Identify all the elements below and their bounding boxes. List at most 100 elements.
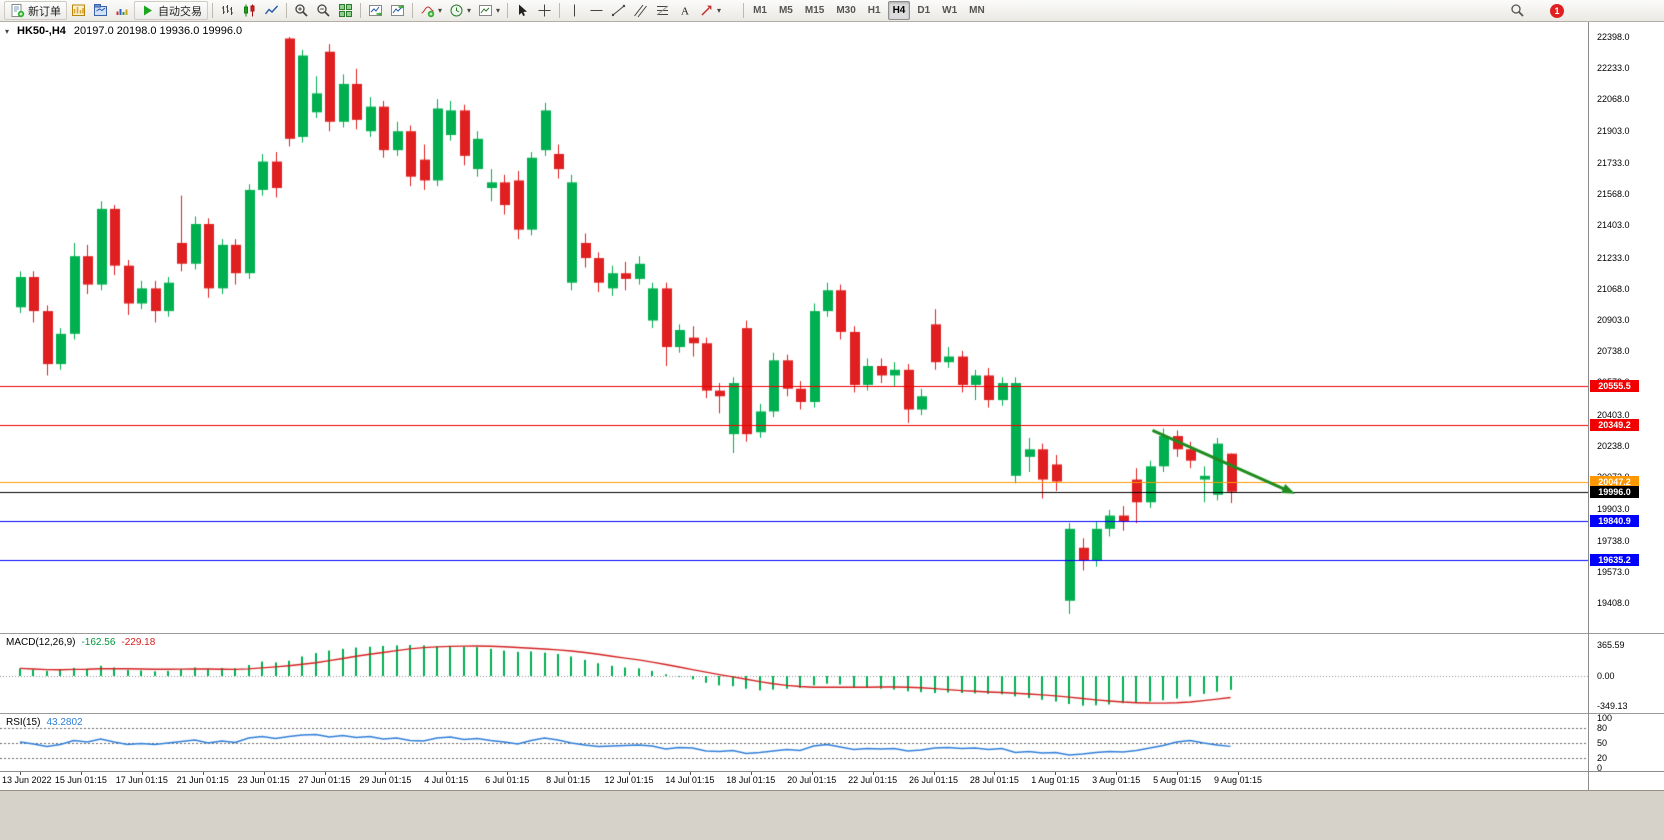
chart-title: ▾ HK50-,H4 20197.0 20198.0 19936.0 19996… [5,25,242,37]
horizontal-line-button[interactable] [586,1,607,20]
new-order-label: 新订单 [28,5,61,18]
macd-value: -162.56 [81,637,116,648]
crosshair-icon [538,4,551,17]
new-chart-button[interactable] [68,1,89,20]
auto-scroll-button[interactable] [365,1,386,20]
periods-button[interactable]: ▾ [446,1,474,20]
vertical-line-icon [574,4,576,17]
chevron-down-icon: ▾ [496,5,501,15]
zoom-in-button[interactable] [291,1,312,20]
profiles-button[interactable] [90,1,111,20]
toolbar-separator [507,3,509,18]
chart-symbol-period: HK50-,H4 [17,25,66,37]
macd-panel-canvas[interactable] [0,635,1588,712]
toolbar-separator [743,3,745,18]
channel-button[interactable] [630,1,651,20]
chart-shift-icon [391,5,404,16]
new-order-button[interactable]: 新订单 [4,1,67,20]
search-icon [1511,4,1524,17]
chart-shift-button[interactable] [387,1,408,20]
templates-button[interactable]: ▾ [475,1,503,20]
time-axis[interactable] [0,771,1664,790]
price-axis-label: 20238.0 [1597,441,1630,451]
tf-button-H4[interactable]: H4 [887,1,911,20]
arrow-tool-icon [701,5,712,16]
price-axis-label: 20738.0 [1597,346,1630,356]
svg-text:A: A [681,6,689,18]
cursor-icon [519,4,528,16]
tf-button-M5[interactable]: M5 [778,5,793,16]
rsi-scale-label: 50 [1597,738,1608,748]
price-axis-label: 22233.0 [1597,63,1630,73]
main-chart-canvas[interactable] [0,22,1588,632]
macd-name: MACD(12,26,9) [6,637,76,648]
ohlc-bars-icon [222,5,233,15]
toolbar-separator [286,3,287,18]
panel-separator[interactable] [0,713,1664,715]
chart-candles-button[interactable] [239,1,260,20]
horizontal-line-icon [590,10,603,11]
toolbar-right-group: 1 [1507,1,1564,20]
zoom-out-button[interactable] [313,1,334,20]
bottom-strip [0,790,1664,840]
crosshair-button[interactable] [534,1,555,20]
chart-bars-button[interactable] [217,1,238,20]
tf-button-M1[interactable]: M1 [753,5,767,16]
price-axis-label: 20403.0 [1597,410,1630,420]
price-level-badge: 19635.2 [1590,554,1639,566]
tf-button-W1[interactable]: W1 [942,5,958,16]
cursor-button[interactable] [512,1,533,20]
notification-badge[interactable]: 1 [1550,3,1564,18]
price-level-badge: 20349.2 [1590,419,1639,431]
arrows-tool-button[interactable]: ▾ [696,1,724,20]
search-button[interactable] [1507,1,1528,20]
text-tool-button[interactable]: A [674,1,695,20]
tile-windows-button[interactable] [335,1,356,20]
price-level-badge: 19996.0 [1590,486,1639,498]
zoom-out-icon [317,4,330,17]
trendline-icon [611,4,626,17]
tf-button-M15[interactable]: M15 [804,5,825,16]
price-axis-label: 22398.0 [1597,32,1630,42]
tf-button-MN[interactable]: MN [969,5,985,16]
price-axis-label: 19738.0 [1597,536,1630,546]
vertical-line-button[interactable] [564,1,585,20]
toolbar: 新订单 自动交易 [0,0,1664,22]
fibonacci-button[interactable] [652,1,673,20]
rsi-value: 43.2802 [46,717,83,728]
price-axis-label: 20903.0 [1597,315,1630,325]
template-icon [479,5,493,16]
market-watch-icon [116,9,128,15]
new-order-icon [11,4,25,18]
clock-icon [450,4,463,17]
rsi-panel-canvas[interactable] [0,716,1588,771]
autotrading-button[interactable]: 自动交易 [134,1,208,20]
tile-windows-icon [339,4,352,17]
tf-button-H1[interactable]: H1 [867,5,881,16]
channel-icon [634,4,647,18]
profiles-icon [94,4,107,16]
text-tool-icon: A [681,6,689,18]
indicators-button[interactable]: ▾ [417,1,445,20]
chart-line-button[interactable] [261,1,282,20]
macd-signal-value: -229.18 [121,637,156,648]
panel-separator[interactable] [0,633,1664,635]
tf-button-M30[interactable]: M30 [836,5,856,16]
trendline-button[interactable] [608,1,629,20]
market-watch-button[interactable] [112,1,133,20]
toolbar-separator [412,3,413,18]
price-axis-label: 21903.0 [1597,126,1630,136]
chart-menu-icon[interactable]: ▾ [5,27,10,36]
auto-scroll-icon [369,5,382,16]
toolbar-separator [212,3,213,18]
new-chart-icon [72,4,85,16]
rsi-name: RSI(15) [6,717,41,728]
macd-scale-label: 0.00 [1597,671,1615,681]
candlestick-icon [244,4,255,17]
chart-ohlc-values: 20197.0 20198.0 19936.0 19996.0 [73,25,243,37]
macd-scale-label: 365.59 [1597,640,1625,650]
toolbar-separator [559,3,561,18]
tf-button-D1[interactable]: D1 [917,5,931,16]
price-axis-label: 21403.0 [1597,220,1630,230]
chevron-down-icon: ▾ [438,5,443,15]
